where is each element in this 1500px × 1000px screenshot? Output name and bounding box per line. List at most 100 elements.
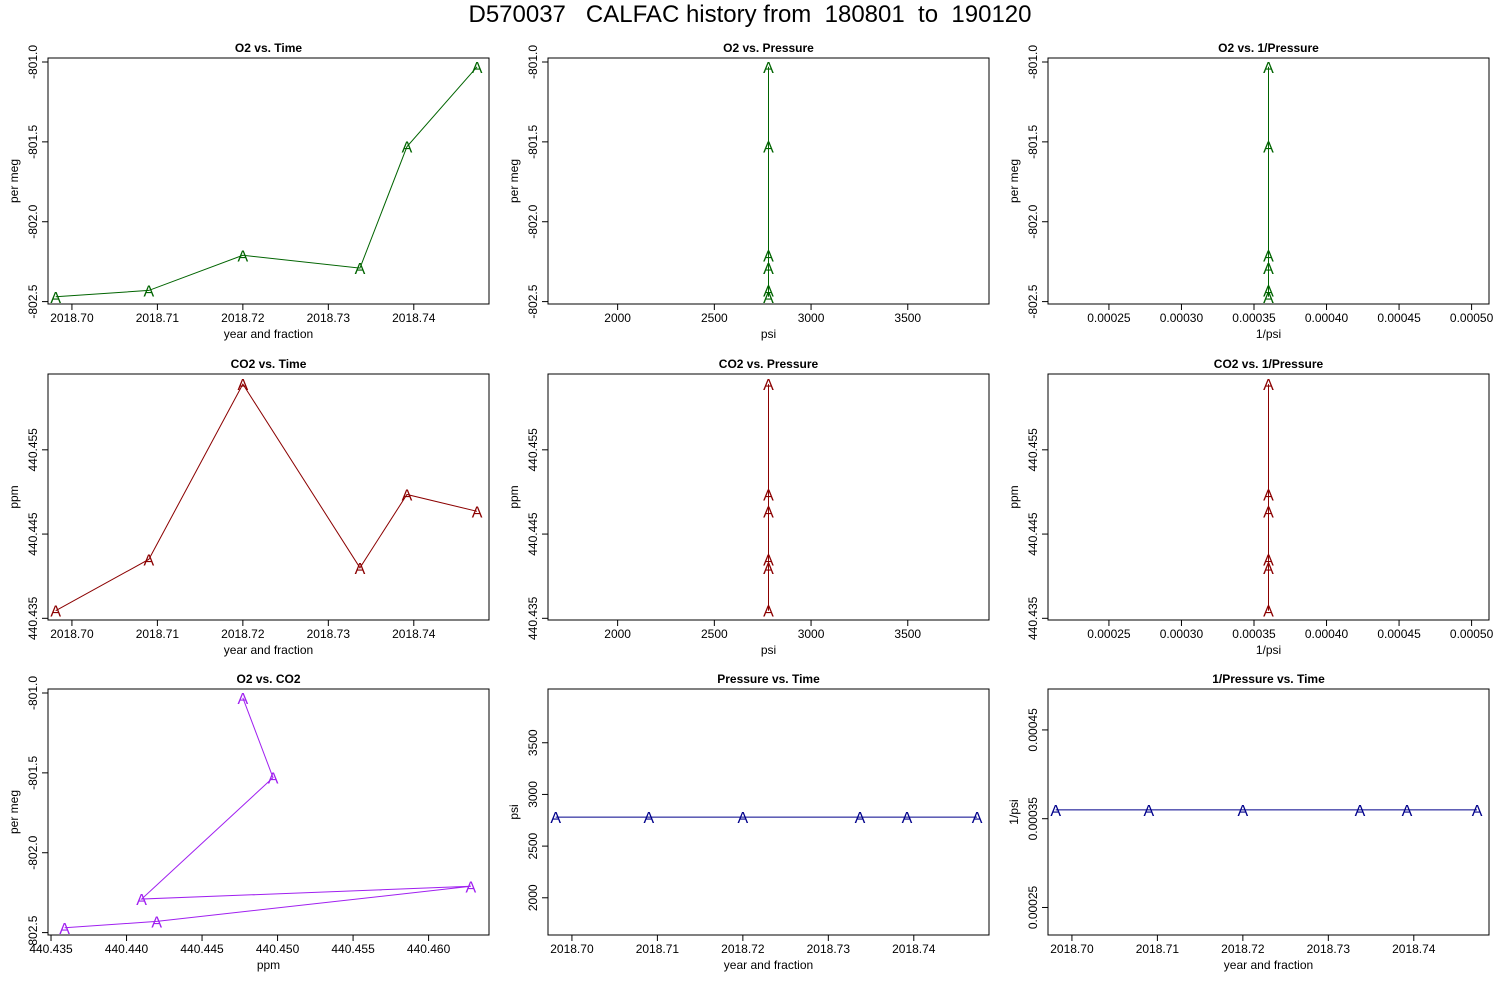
x-tick-label: 3000 bbox=[798, 627, 825, 641]
series-line bbox=[55, 66, 478, 298]
x-tick-label: 2500 bbox=[701, 311, 728, 325]
x-axis-label: 1/psi bbox=[1256, 643, 1281, 657]
y-tick-label: -801.5 bbox=[1026, 125, 1040, 159]
data-point-marker: A bbox=[238, 248, 249, 265]
plot-frame bbox=[547, 688, 990, 936]
data-point-marker: A bbox=[237, 691, 248, 708]
y-tick-label: -802.0 bbox=[26, 835, 40, 869]
x-tick-label: 2018.71 bbox=[136, 627, 180, 641]
x-tick-label: 3500 bbox=[894, 311, 921, 325]
y-tick-label: -802.5 bbox=[526, 284, 540, 318]
x-tick-label: 440.445 bbox=[180, 942, 224, 956]
y-tick-label: -801.0 bbox=[1026, 45, 1040, 79]
y-tick-label: 2500 bbox=[526, 832, 540, 859]
x-tick-label: 2018.70 bbox=[1050, 942, 1094, 956]
x-tick-label: 0.00040 bbox=[1305, 311, 1349, 325]
x-tick-label: 440.455 bbox=[331, 942, 375, 956]
x-axis-label: year and fraction bbox=[224, 643, 313, 657]
y-tick-label: -801.5 bbox=[26, 125, 40, 159]
data-point-marker: A bbox=[763, 283, 774, 300]
y-tick-label: 3000 bbox=[526, 781, 540, 808]
y-tick-label: -802.0 bbox=[26, 204, 40, 238]
y-axis-label: per meg bbox=[7, 159, 21, 203]
y-tick-label: 440.445 bbox=[1026, 512, 1040, 556]
plot-frame bbox=[1047, 373, 1490, 621]
data-point-marker: A bbox=[644, 810, 655, 827]
data-point-marker: A bbox=[1263, 261, 1274, 278]
y-tick-label: 0.00045 bbox=[1026, 708, 1040, 752]
data-point-marker: A bbox=[1263, 504, 1274, 521]
chart-panel: O2 vs. Time year and fraction per meg 2018.… bbox=[7, 41, 490, 341]
data-point-marker: A bbox=[1144, 803, 1155, 820]
x-tick-label: 0.00040 bbox=[1305, 627, 1349, 641]
chart-title: O2 vs. CO2 bbox=[236, 672, 300, 686]
data-point-marker: A bbox=[1263, 561, 1274, 578]
x-tick-label: 440.435 bbox=[29, 942, 73, 956]
page-title: D570037 CALFAC history from 180801 to 19… bbox=[468, 1, 1032, 28]
y-tick-label: 2000 bbox=[526, 884, 540, 911]
x-tick-label: 2018.74 bbox=[392, 627, 436, 641]
chart-title: 1/Pressure vs. Time bbox=[1212, 672, 1325, 686]
data-point-marker: A bbox=[1263, 290, 1274, 307]
x-tick-label: 2000 bbox=[604, 627, 631, 641]
chart-panel: 1/Pressure vs. Time year and fraction 1/ps… bbox=[1007, 672, 1490, 972]
x-tick-label: 440.440 bbox=[105, 942, 149, 956]
x-tick-label: 2018.71 bbox=[1136, 942, 1180, 956]
y-tick-label: 440.445 bbox=[26, 512, 40, 556]
x-tick-label: 0.00050 bbox=[1450, 627, 1494, 641]
data-point-marker: A bbox=[59, 921, 70, 938]
data-point-marker: A bbox=[238, 377, 249, 394]
plot-frame bbox=[47, 688, 490, 936]
x-tick-label: 2018.74 bbox=[392, 311, 436, 325]
x-tick-label: 0.00030 bbox=[1160, 311, 1204, 325]
data-point-marker: A bbox=[763, 552, 774, 569]
series-line bbox=[64, 697, 471, 929]
x-tick-label: 2018.72 bbox=[221, 311, 265, 325]
chart-title: CO2 vs. 1/Pressure bbox=[1214, 357, 1324, 371]
data-point-marker: A bbox=[151, 914, 162, 931]
y-tick-label: -802.5 bbox=[26, 284, 40, 318]
chart-title: O2 vs. Time bbox=[235, 41, 302, 55]
x-axis-label: year and fraction bbox=[1224, 958, 1313, 972]
x-tick-label: 2018.70 bbox=[50, 627, 94, 641]
data-point-marker: A bbox=[1263, 377, 1274, 394]
chart-panel: CO2 vs. 1/Pressure 1/psi ppm 0.00025 0.00030… bbox=[1007, 357, 1494, 657]
data-point-marker: A bbox=[402, 140, 413, 157]
x-tick-label: 2018.73 bbox=[307, 311, 351, 325]
y-tick-label: 440.435 bbox=[1026, 596, 1040, 640]
data-point-marker: A bbox=[268, 771, 279, 788]
y-tick-label: -801.5 bbox=[526, 125, 540, 159]
plot-frame bbox=[47, 57, 490, 305]
x-tick-label: 2000 bbox=[604, 311, 631, 325]
y-tick-label: 440.455 bbox=[526, 428, 540, 472]
y-tick-label: -802.0 bbox=[1026, 204, 1040, 238]
x-tick-label: 2018.74 bbox=[892, 942, 936, 956]
data-point-marker: A bbox=[902, 810, 913, 827]
x-tick-label: 2018.72 bbox=[1221, 942, 1265, 956]
chart-title: Pressure vs. Time bbox=[717, 672, 820, 686]
x-axis-label: year and fraction bbox=[724, 958, 813, 972]
y-tick-label: 440.435 bbox=[26, 596, 40, 640]
data-point-marker: A bbox=[763, 290, 774, 307]
y-tick-label: 3500 bbox=[526, 729, 540, 756]
plot-frame bbox=[1047, 688, 1490, 936]
data-point-marker: A bbox=[1263, 248, 1274, 265]
data-point-marker: A bbox=[1050, 803, 1061, 820]
x-tick-label: 440.460 bbox=[407, 942, 451, 956]
data-point-marker: A bbox=[472, 504, 483, 521]
data-point-marker: A bbox=[1263, 487, 1274, 504]
x-tick-label: 0.00035 bbox=[1232, 311, 1276, 325]
x-tick-label: 440.450 bbox=[256, 942, 300, 956]
y-axis-label: per meg bbox=[7, 790, 21, 834]
x-tick-label: 0.00045 bbox=[1377, 311, 1421, 325]
x-tick-label: 0.00025 bbox=[1087, 311, 1131, 325]
chart-panel: Pressure vs. Time year and fraction psi 201… bbox=[507, 672, 990, 972]
y-tick-label: 0.00025 bbox=[1026, 885, 1040, 929]
chart-panel: CO2 vs. Pressure psi ppm 2000 2500 3000 3500 44… bbox=[507, 357, 990, 657]
data-point-marker: A bbox=[763, 561, 774, 578]
x-tick-label: 2018.71 bbox=[136, 311, 180, 325]
y-tick-label: 440.435 bbox=[526, 596, 540, 640]
data-point-marker: A bbox=[50, 290, 61, 307]
data-point-marker: A bbox=[763, 377, 774, 394]
y-tick-label: 0.00035 bbox=[1026, 797, 1040, 841]
